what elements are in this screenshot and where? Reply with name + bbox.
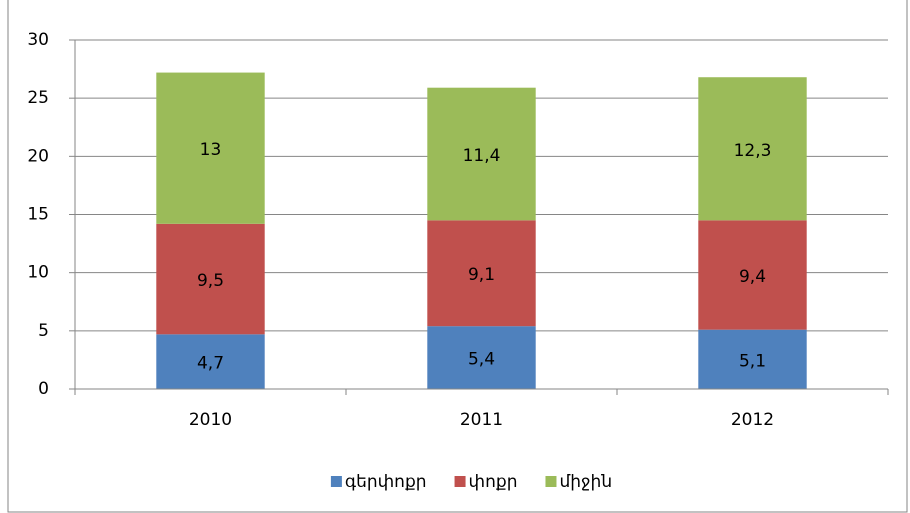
data-label: 9,1 <box>468 265 495 285</box>
bar-segment <box>427 87 536 221</box>
bar-segment <box>427 220 536 327</box>
legend-swatch <box>330 476 342 487</box>
y-tick-label: 0 <box>38 379 49 399</box>
legend-label: գերփոքր <box>345 472 427 492</box>
legend-swatch <box>454 476 466 487</box>
bar-segment <box>427 326 536 389</box>
bar-segment <box>698 77 807 221</box>
legend-swatch <box>545 476 557 487</box>
x-tick-label: 2011 <box>460 410 503 430</box>
data-label: 9,5 <box>197 271 224 291</box>
bar-segment <box>698 220 807 330</box>
data-label: 5,4 <box>468 350 495 370</box>
data-label: 9,4 <box>739 267 766 287</box>
data-label: 11,4 <box>463 146 501 166</box>
legend-label: միջին <box>559 472 612 492</box>
y-tick-label: 15 <box>27 205 49 225</box>
data-label: 12,3 <box>734 141 772 161</box>
y-tick-label: 30 <box>27 30 49 50</box>
data-label: 13 <box>200 140 222 160</box>
y-tick-label: 10 <box>27 263 49 283</box>
data-label: 4,7 <box>197 354 224 374</box>
y-tick-label: 20 <box>27 146 49 166</box>
bar-segment <box>156 72 265 224</box>
bar-segment <box>698 329 807 389</box>
chart-frame <box>7 0 908 513</box>
bar-segment <box>156 223 265 335</box>
bar-segment <box>156 334 265 389</box>
legend-label: փոքր <box>469 472 518 492</box>
data-label: 5,1 <box>739 351 766 371</box>
x-tick-label: 2010 <box>189 410 232 430</box>
y-tick-label: 25 <box>27 88 49 108</box>
y-tick-label: 5 <box>38 321 49 341</box>
x-tick-label: 2012 <box>731 410 774 430</box>
